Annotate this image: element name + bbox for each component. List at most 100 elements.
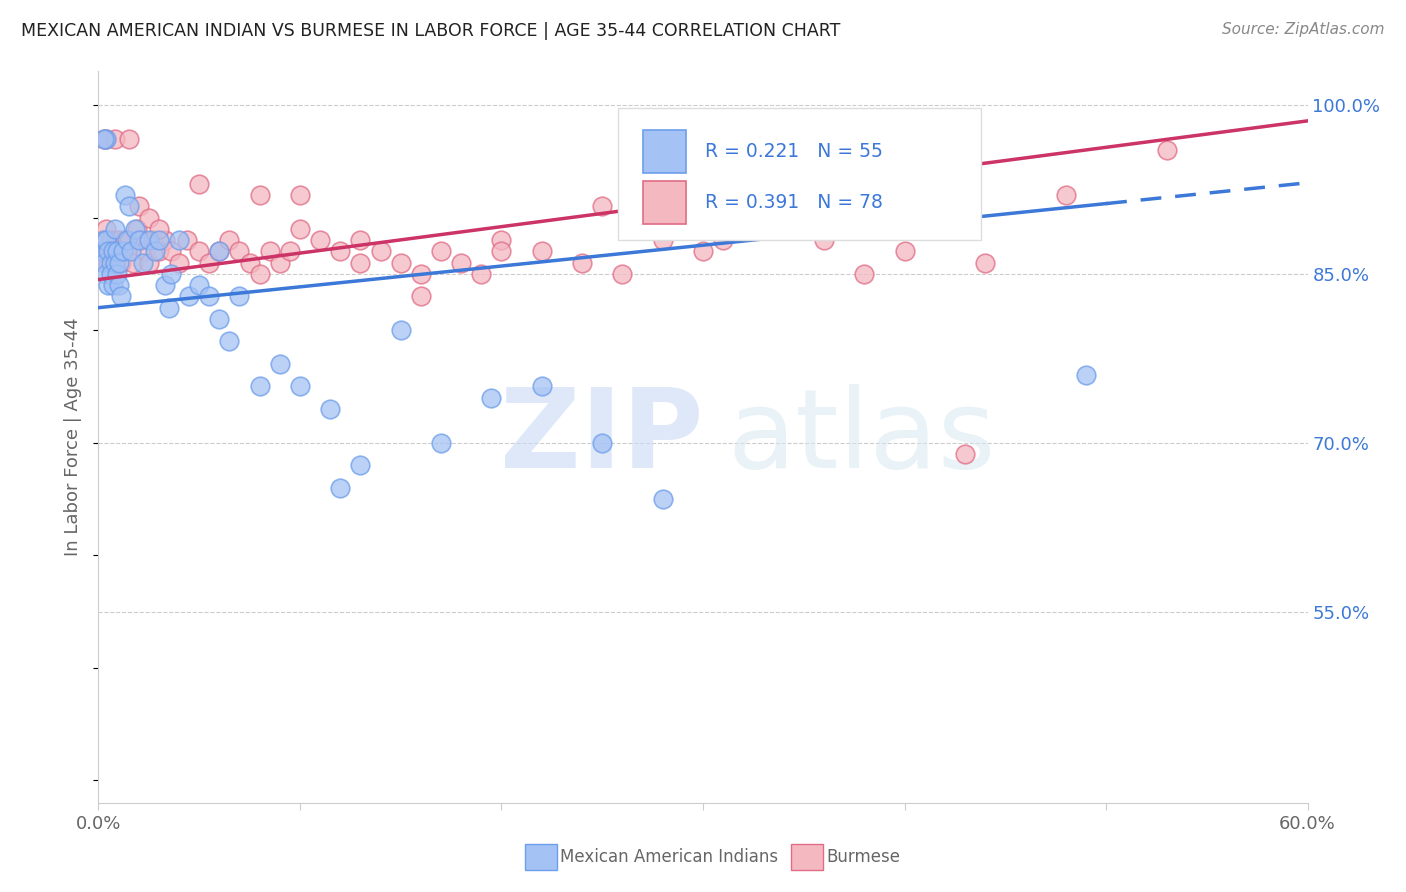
Point <box>103 255 125 269</box>
Point <box>1156 143 1178 157</box>
Point <box>278 244 301 259</box>
Point <box>470 267 492 281</box>
Point <box>288 188 311 202</box>
Point <box>93 132 115 146</box>
Point <box>179 289 201 303</box>
Point <box>129 233 152 247</box>
Point <box>228 244 250 259</box>
Point <box>198 255 221 269</box>
Point <box>100 244 122 259</box>
FancyBboxPatch shape <box>792 844 823 870</box>
Point <box>389 323 412 337</box>
Point <box>188 244 211 259</box>
Point <box>114 233 136 247</box>
Point <box>103 132 125 146</box>
Point <box>97 255 120 269</box>
Text: Mexican American Indians: Mexican American Indians <box>561 848 779 866</box>
Point <box>953 447 976 461</box>
Point <box>101 278 124 293</box>
Point <box>259 244 281 259</box>
Point <box>97 244 120 259</box>
Point <box>132 255 155 269</box>
Point <box>752 222 775 236</box>
Point <box>208 312 231 326</box>
FancyBboxPatch shape <box>526 844 557 870</box>
Point <box>188 278 211 293</box>
Point <box>100 233 122 247</box>
Point <box>93 233 115 247</box>
Point <box>249 188 271 202</box>
Point <box>208 244 231 259</box>
Point <box>409 267 432 281</box>
Point <box>349 233 371 247</box>
Point <box>96 132 118 146</box>
Point <box>96 233 118 247</box>
Text: Burmese: Burmese <box>827 848 900 866</box>
Point <box>370 244 392 259</box>
FancyBboxPatch shape <box>643 129 686 173</box>
Point <box>153 233 176 247</box>
Text: ZIP: ZIP <box>499 384 703 491</box>
Point <box>91 233 114 247</box>
Point <box>115 244 138 259</box>
Point <box>160 267 183 281</box>
Point <box>409 289 432 303</box>
Point <box>167 255 190 269</box>
Point <box>249 267 271 281</box>
Point <box>148 244 170 259</box>
Text: Source: ZipAtlas.com: Source: ZipAtlas.com <box>1222 22 1385 37</box>
Point <box>114 188 136 202</box>
Point <box>329 481 352 495</box>
Point <box>138 233 160 247</box>
Point <box>249 379 271 393</box>
Point <box>612 267 634 281</box>
Point <box>143 244 166 259</box>
Point <box>103 244 125 259</box>
Point <box>530 379 553 393</box>
Y-axis label: In Labor Force | Age 35-44: In Labor Force | Age 35-44 <box>65 318 83 557</box>
Text: MEXICAN AMERICAN INDIAN VS BURMESE IN LABOR FORCE | AGE 35-44 CORRELATION CHART: MEXICAN AMERICAN INDIAN VS BURMESE IN LA… <box>21 22 841 40</box>
Point <box>107 278 129 293</box>
Point <box>1054 188 1077 202</box>
Point <box>103 255 125 269</box>
Point <box>239 255 262 269</box>
Point <box>176 233 198 247</box>
Point <box>118 132 141 146</box>
Point <box>329 244 352 259</box>
Point <box>97 278 120 293</box>
Point <box>651 491 673 506</box>
Point <box>430 244 453 259</box>
Point <box>893 244 915 259</box>
Point <box>157 301 180 315</box>
Point <box>93 132 115 146</box>
Point <box>125 222 148 236</box>
Point <box>124 222 146 236</box>
Point <box>148 233 170 247</box>
Point <box>134 244 156 259</box>
Point <box>105 244 128 259</box>
Point <box>198 289 221 303</box>
Text: atlas: atlas <box>727 384 995 491</box>
Point <box>101 244 124 259</box>
Point <box>142 233 165 247</box>
Point <box>450 255 472 269</box>
Point <box>115 233 138 247</box>
Point <box>389 255 412 269</box>
Point <box>111 244 134 259</box>
Point <box>218 334 240 349</box>
Point <box>110 255 132 269</box>
Point <box>118 199 141 213</box>
FancyBboxPatch shape <box>643 181 686 225</box>
Point <box>96 267 118 281</box>
Point <box>218 233 240 247</box>
Point <box>160 244 183 259</box>
Point <box>491 244 513 259</box>
Point <box>813 233 835 247</box>
Point <box>105 244 128 259</box>
Point <box>100 267 122 281</box>
Point <box>110 289 132 303</box>
Point <box>692 244 714 259</box>
Point <box>188 177 211 191</box>
Point <box>111 244 134 259</box>
Point <box>269 255 291 269</box>
